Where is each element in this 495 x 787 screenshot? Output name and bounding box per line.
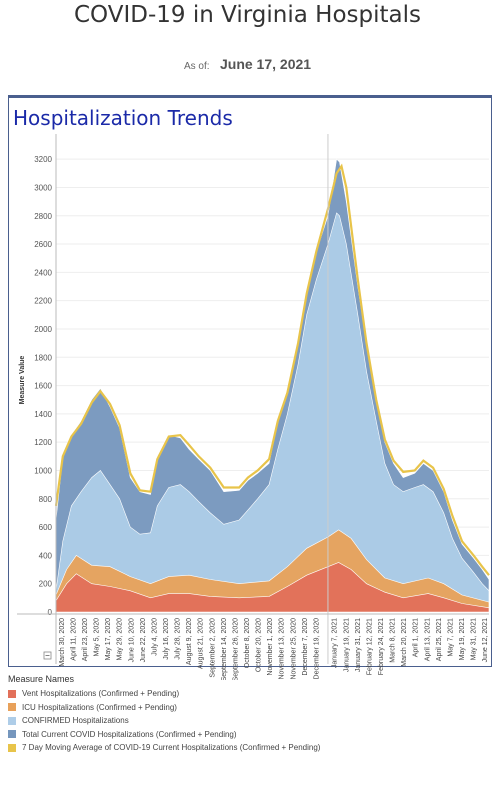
- x-tick-label: October 8, 2020: [244, 618, 251, 668]
- legend-item[interactable]: 7 Day Moving Average of COVID-19 Current…: [8, 741, 488, 755]
- x-tick-label: May 29, 2020: [117, 618, 124, 661]
- as-of-label: As of:: [183, 61, 210, 72]
- x-tick-label: December 7, 2020: [302, 618, 309, 676]
- legend-item[interactable]: Vent Hospitalizations (Confirmed + Pendi…: [8, 687, 488, 701]
- y-tick-label: 200: [39, 580, 53, 589]
- y-tick-label: 2400: [34, 268, 52, 277]
- y-tick-label: 2600: [34, 240, 52, 249]
- x-tick-label: July 28, 2020: [175, 618, 182, 660]
- y-tick-label: 800: [39, 495, 53, 504]
- moving-average-line: [54, 163, 490, 576]
- x-tick-label: April 1, 2021: [413, 618, 420, 657]
- x-tick-label: June 22, 2020: [140, 618, 147, 662]
- x-tick-label: May 17, 2020: [105, 618, 112, 661]
- x-tick-label: October 20, 2020: [256, 618, 263, 672]
- x-tick-label: April 13, 2021: [424, 618, 431, 661]
- x-tick-label: June 12, 2021: [482, 618, 489, 662]
- x-tick-label: April 25, 2021: [436, 618, 443, 661]
- x-tick-label: November 13, 2020: [279, 618, 286, 680]
- x-tick-label: May 19, 2021: [459, 618, 466, 661]
- x-tick-label: June 10, 2020: [128, 618, 135, 662]
- x-tick-label: March 8, 2021: [390, 618, 397, 663]
- x-tick-label: February 12, 2021: [367, 618, 374, 675]
- y-axis-label: Measure Value: [19, 356, 26, 405]
- legend-swatch: [8, 743, 16, 752]
- x-tick-label: May 7, 2021: [448, 618, 455, 657]
- x-tick-label: May 5, 2020: [94, 618, 101, 657]
- x-tick-label: May 31, 2021: [471, 618, 478, 661]
- hospitalization-chart: 0 200 400 600 800 1000 1200 1400 1600 1800 2000 220…: [17, 134, 490, 680]
- hospitalization-trends-panel: Hospitalization Trends: [8, 95, 492, 667]
- x-tick-label: September 14, 2020: [221, 618, 228, 680]
- y-tick-label: 2200: [34, 297, 52, 306]
- legend-swatch: [8, 689, 16, 698]
- x-tick-label: March 20, 2021: [401, 618, 408, 667]
- x-tick-label: February 24, 2021: [378, 618, 385, 675]
- panel-title: Hospitalization Trends: [13, 106, 233, 130]
- x-tick-label: July 4, 2020: [151, 618, 158, 656]
- y-tick-label: 3000: [34, 183, 52, 192]
- x-tick-label: September 26, 2020: [232, 618, 239, 680]
- legend: Measure Names Vent Hospitalizations (Con…: [8, 674, 488, 755]
- y-tick-label: 1200: [34, 438, 52, 447]
- legend-item[interactable]: CONFIRMED Hospitalizations: [8, 714, 488, 728]
- legend-label: ICU Hospitalizations (Confirmed + Pendin…: [22, 702, 177, 712]
- y-tick-label: 2000: [34, 325, 52, 334]
- legend-label: Vent Hospitalizations (Confirmed + Pendi…: [22, 689, 180, 699]
- y-tick-label: 0: [48, 608, 53, 617]
- x-tick-label: August 21, 2020: [198, 618, 205, 669]
- x-tick-label: January 31, 2021: [355, 618, 362, 672]
- x-tick-label: December 19, 2020: [313, 618, 320, 680]
- legend-swatch: [8, 730, 16, 739]
- x-tick-label: January 19, 2021: [343, 618, 350, 672]
- legend-title: Measure Names: [8, 674, 75, 684]
- x-tick-label: July 16, 2020: [163, 618, 170, 660]
- as-of: As of: June 17, 2021: [0, 56, 495, 74]
- legend-swatch: [8, 703, 16, 712]
- y-tick-label: 2800: [34, 212, 52, 221]
- y-tick-label: 1400: [34, 410, 52, 419]
- x-tick-label: November 25, 2020: [290, 618, 297, 680]
- as-of-date: June 17, 2021: [219, 56, 312, 72]
- y-tick-label: 600: [39, 523, 53, 532]
- legend-label: 7 Day Moving Average of COVID-19 Current…: [22, 743, 321, 753]
- x-tick-label: April 23, 2020: [82, 618, 89, 661]
- area-vent: [55, 562, 490, 613]
- x-tick-label: January 7, 2021: [332, 618, 339, 668]
- y-tick-label: 400: [39, 551, 53, 560]
- x-tick-label: March 30, 2020: [59, 618, 66, 667]
- x-tick-label: September 2, 2020: [209, 618, 216, 678]
- x-tick-label: November 1, 2020: [267, 618, 274, 676]
- legend-label: CONFIRMED Hospitalizations: [22, 716, 129, 726]
- legend-item[interactable]: ICU Hospitalizations (Confirmed + Pendin…: [8, 701, 488, 715]
- y-tick-label: 1000: [34, 466, 52, 475]
- x-tick-label: August 9, 2020: [186, 618, 193, 665]
- y-tick-label: 3200: [34, 155, 52, 164]
- area-confirmed: [55, 212, 490, 613]
- legend-item[interactable]: Total Current COVID Hospitalizations (Co…: [8, 728, 488, 742]
- legend-label: Total Current COVID Hospitalizations (Co…: [22, 729, 237, 739]
- y-tick-label: 1600: [34, 382, 52, 391]
- page-title: COVID-19 in Virginia Hospitals: [74, 2, 421, 28]
- legend-swatch: [8, 716, 16, 725]
- y-tick-label: 1800: [34, 353, 52, 362]
- x-tick-label: April 11, 2020: [70, 618, 77, 661]
